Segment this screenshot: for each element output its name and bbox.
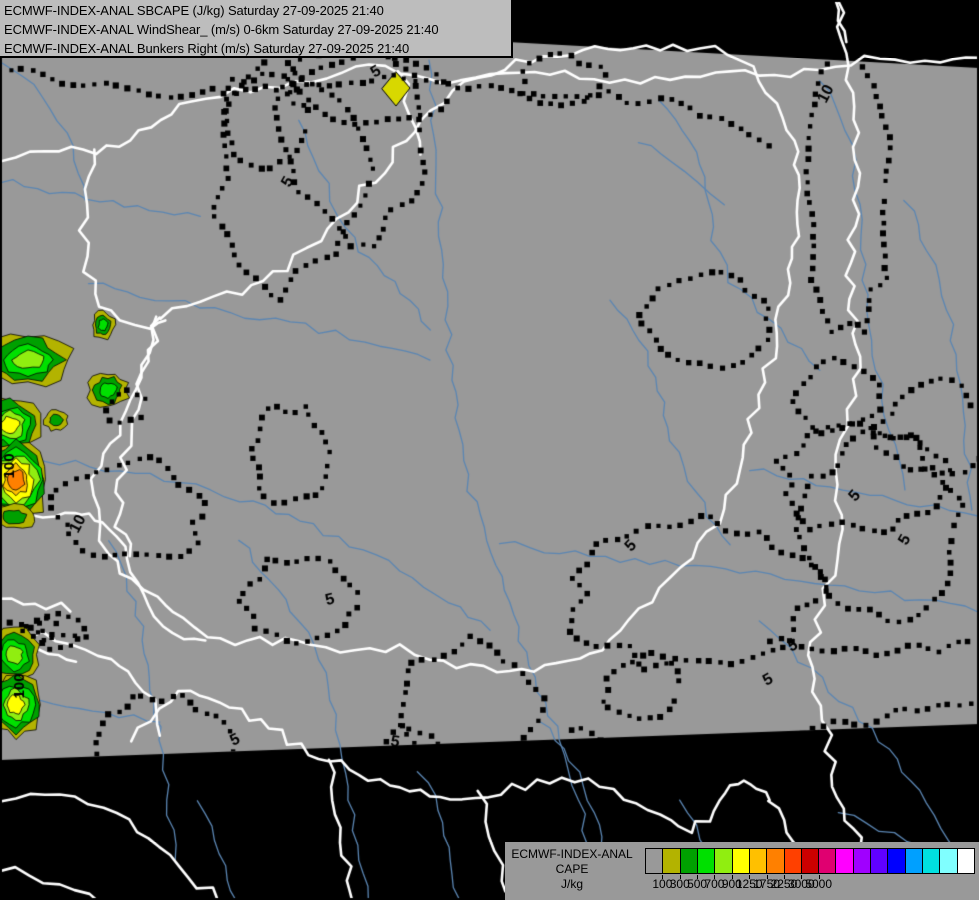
colorbar-swatch-15 <box>905 849 923 873</box>
colorbar-tick-label-9: 5000 <box>805 877 833 891</box>
colorbar-tick-9 <box>818 875 820 879</box>
product-title-box: ECMWF-INDEX-ANAL SBCAPE (J/kg) Saturday … <box>0 0 513 58</box>
colorbar-swatch-1 <box>663 849 681 873</box>
colorbar-swatch-17 <box>940 849 958 873</box>
colorbar-tick-8 <box>801 875 803 879</box>
colorbar-swatch-18 <box>957 849 974 873</box>
colorbar-swatch-14 <box>888 849 906 873</box>
colorbar-swatch-12 <box>853 849 872 873</box>
colorbar-tick-label-7: 2250 <box>770 877 798 891</box>
colorbar-tick-1 <box>679 875 681 879</box>
colorbar-swatch-6 <box>749 849 768 873</box>
colorbar-swatch-16 <box>923 849 941 873</box>
title-line-sbcape: ECMWF-INDEX-ANAL SBCAPE (J/kg) Saturday … <box>4 3 384 18</box>
colorbar-swatch-10 <box>819 849 837 873</box>
colorbar-swatch-2 <box>680 849 698 873</box>
legend-title-model: ECMWF-INDEX-ANAL <box>511 847 633 861</box>
colorbar-swatch-3 <box>697 849 716 873</box>
colorbar-swatch-5 <box>732 849 750 873</box>
legend-title-units: J/kg <box>560 877 583 891</box>
legend-title-field: CAPE <box>555 862 589 876</box>
colorbar-tick-label-5: 1250 <box>735 877 763 891</box>
colorbar-swatch-9 <box>801 849 820 873</box>
legend-title: ECMWF-INDEX-ANAL CAPE J/kg <box>509 847 635 892</box>
colorbar-tick-5 <box>749 875 751 879</box>
colorbar-swatch-4 <box>715 849 733 873</box>
title-line-bunkers-right: ECMWF-INDEX-ANAL Bunkers Right (m/s) Sat… <box>4 41 410 56</box>
colorbar-swatch-8 <box>784 849 802 873</box>
colorbar-swatch-11 <box>836 849 854 873</box>
colorbar-tick-label-4: 900 <box>721 877 742 891</box>
colorbar-swatch-7 <box>767 849 785 873</box>
colorbar-tick-0 <box>662 875 664 879</box>
colorbar-tick-7 <box>783 875 785 879</box>
colorbar-tick-label-8: 3000 <box>787 877 815 891</box>
colorbar-tick-label-0: 100 <box>652 877 673 891</box>
colorbar-tick-label-6: 1750 <box>753 877 780 891</box>
cape-colorbar[interactable] <box>645 848 975 874</box>
colorbar-tick-label-1: 300 <box>669 877 690 891</box>
colorbar-tick-3 <box>714 875 716 879</box>
colorbar-tick-6 <box>766 875 768 879</box>
colorbar-tick-2 <box>697 875 699 879</box>
colorbar-tick-label-3: 700 <box>704 877 725 891</box>
cape-colorbar-labels: 100 300 500 700 900 1250 1750 2250 3000 5000 <box>638 877 979 895</box>
colorbar-tick-label-2: 500 <box>687 877 708 891</box>
cape-colorbar-ticks <box>645 875 975 891</box>
colorbar-tick-4 <box>731 875 733 879</box>
cape-legend: ECMWF-INDEX-ANAL CAPE J/kg 100 300 500 700 9… <box>505 842 979 900</box>
colorbar-swatch-0 <box>646 849 664 873</box>
title-line-windshear: ECMWF-INDEX-ANAL WindShear_ (m/s) 0-6km … <box>4 22 439 37</box>
colorbar-swatch-13 <box>871 849 889 873</box>
